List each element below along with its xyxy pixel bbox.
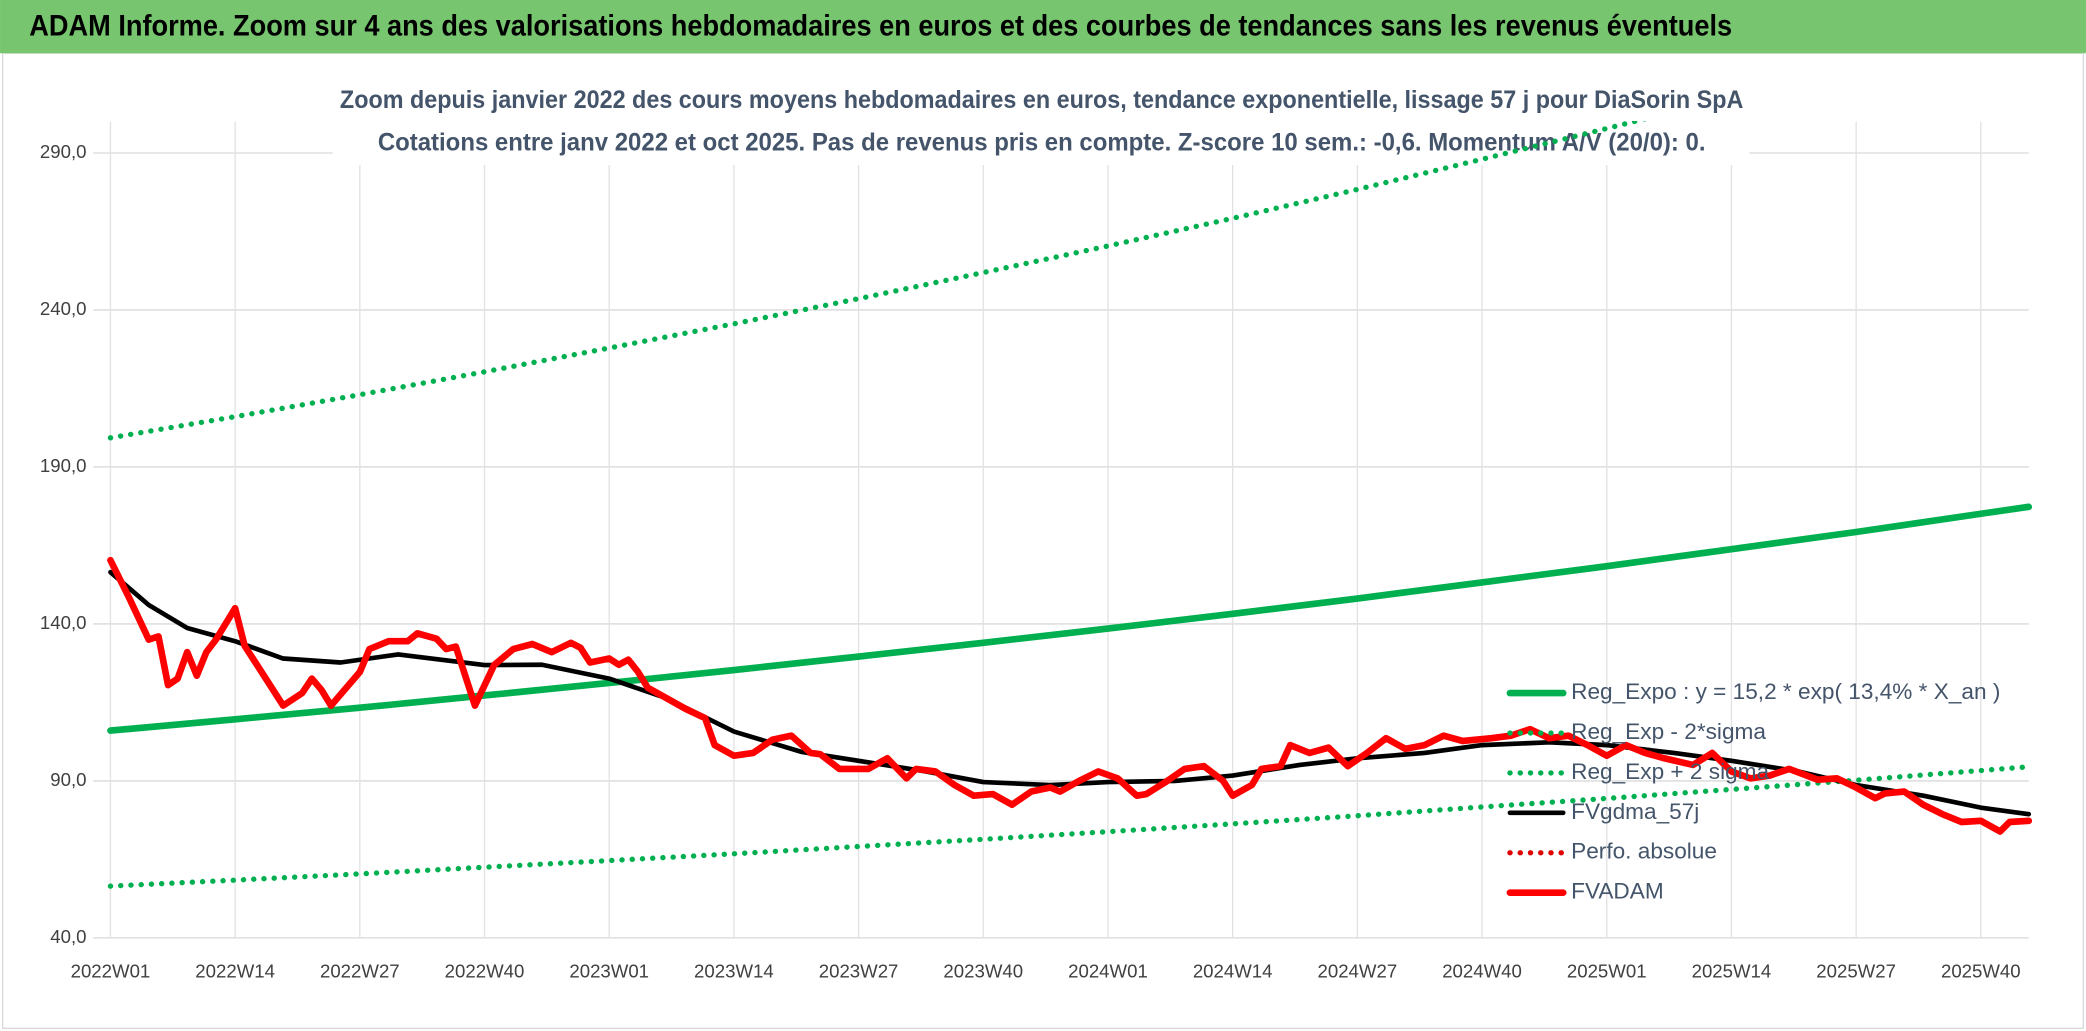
- x-tick-label: 2022W01: [71, 960, 151, 981]
- series-line: [107, 503, 2033, 734]
- x-tick-label: 2024W01: [1068, 960, 1148, 981]
- x-tick-label: 2023W14: [694, 960, 774, 981]
- x-tick-label: 2023W01: [569, 960, 649, 981]
- x-tick-label: 2022W27: [320, 960, 400, 981]
- y-tick-label: 90,0: [50, 769, 86, 790]
- x-tick-label: 2024W14: [1193, 960, 1273, 981]
- chart-subtitle: Zoom depuis janvier 2022 des cours moyen…: [340, 86, 1743, 114]
- x-tick-label: 2023W27: [819, 960, 899, 981]
- x-tick-label: 2024W27: [1318, 960, 1398, 981]
- series-line: [107, 121, 1647, 441]
- y-tick-label: 240,0: [40, 298, 87, 319]
- x-tick-label: 2023W40: [943, 960, 1023, 981]
- y-tick-label: 40,0: [50, 926, 86, 947]
- legend-label: Reg_Exp + 2 sigma: [1571, 759, 1769, 784]
- title-banner: [0, 0, 2086, 54]
- x-tick-label: 2025W14: [1692, 960, 1772, 981]
- x-tick-label: 2022W40: [445, 960, 525, 981]
- legend: Reg_Expo : y = 15,2 * exp( 13,4% * X_an …: [1506, 679, 2000, 904]
- legend-label: Perfo. absolue: [1571, 839, 1717, 864]
- legend-label: FVgdma_57j: [1571, 799, 1699, 824]
- x-tick-label: 2022W14: [195, 960, 275, 981]
- chart-subtitle: Cotations entre janv 2022 et oct 2025. P…: [378, 128, 1706, 156]
- legend-label: Reg_Expo : y = 15,2 * exp( 13,4% * X_an …: [1571, 679, 2000, 704]
- chart-title: ADAM Informe. Zoom sur 4 ans des valoris…: [29, 11, 1732, 43]
- y-tick-label: 140,0: [40, 612, 87, 633]
- grid: 40,0 90,0 140,0 190,0 240,0 290,0 2022W01 2022W…: [40, 121, 2029, 981]
- legend-label: Reg_Exp - 2*sigma: [1571, 719, 1766, 744]
- x-tick-label: 2025W40: [1941, 960, 2021, 981]
- x-tick-label: 2025W01: [1567, 960, 1647, 981]
- y-tick-label: 190,0: [40, 455, 87, 476]
- y-tick-label: 290,0: [40, 141, 87, 162]
- x-tick-label: 2025W27: [1816, 960, 1896, 981]
- series-line: [107, 556, 2033, 835]
- x-tick-label: 2024W40: [1442, 960, 1522, 981]
- plot-area: [107, 121, 2033, 889]
- legend-label: FVADAM: [1571, 879, 1664, 904]
